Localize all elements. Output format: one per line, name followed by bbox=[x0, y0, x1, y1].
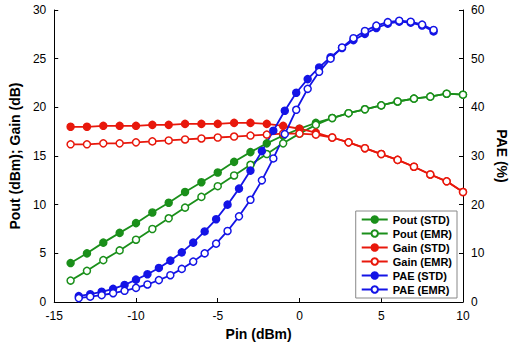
svg-text:Pout (dBm); Gain (dB): Pout (dBm); Gain (dB) bbox=[7, 83, 23, 230]
svg-text:0: 0 bbox=[471, 295, 478, 309]
svg-text:50: 50 bbox=[471, 52, 485, 66]
svg-text:10: 10 bbox=[471, 246, 485, 260]
svg-text:10: 10 bbox=[33, 198, 47, 212]
svg-text:30: 30 bbox=[33, 3, 47, 17]
svg-text:5: 5 bbox=[378, 309, 385, 323]
svg-text:PAE (%): PAE (%) bbox=[494, 129, 510, 182]
svg-text:0: 0 bbox=[40, 295, 47, 309]
svg-text:25: 25 bbox=[33, 52, 47, 66]
svg-text:Pout (EMR): Pout (EMR) bbox=[393, 228, 453, 240]
svg-text:PAE (EMR): PAE (EMR) bbox=[393, 284, 450, 296]
svg-text:20: 20 bbox=[471, 198, 485, 212]
svg-text:-15: -15 bbox=[46, 309, 64, 323]
svg-text:20: 20 bbox=[33, 100, 47, 114]
svg-text:5: 5 bbox=[40, 246, 47, 260]
svg-text:-5: -5 bbox=[212, 309, 223, 323]
svg-text:60: 60 bbox=[471, 3, 485, 17]
svg-text:0: 0 bbox=[296, 309, 303, 323]
svg-text:PAE (STD): PAE (STD) bbox=[393, 270, 448, 282]
svg-text:Gain (EMR): Gain (EMR) bbox=[393, 256, 453, 268]
svg-text:Gain (STD): Gain (STD) bbox=[393, 242, 450, 254]
svg-text:10: 10 bbox=[456, 309, 470, 323]
svg-text:Pin (dBm): Pin (dBm) bbox=[226, 326, 292, 342]
svg-text:40: 40 bbox=[471, 100, 485, 114]
svg-text:15: 15 bbox=[33, 149, 47, 163]
svg-text:30: 30 bbox=[471, 149, 485, 163]
svg-text:-10: -10 bbox=[127, 309, 145, 323]
svg-text:Pout (STD): Pout (STD) bbox=[393, 214, 450, 226]
